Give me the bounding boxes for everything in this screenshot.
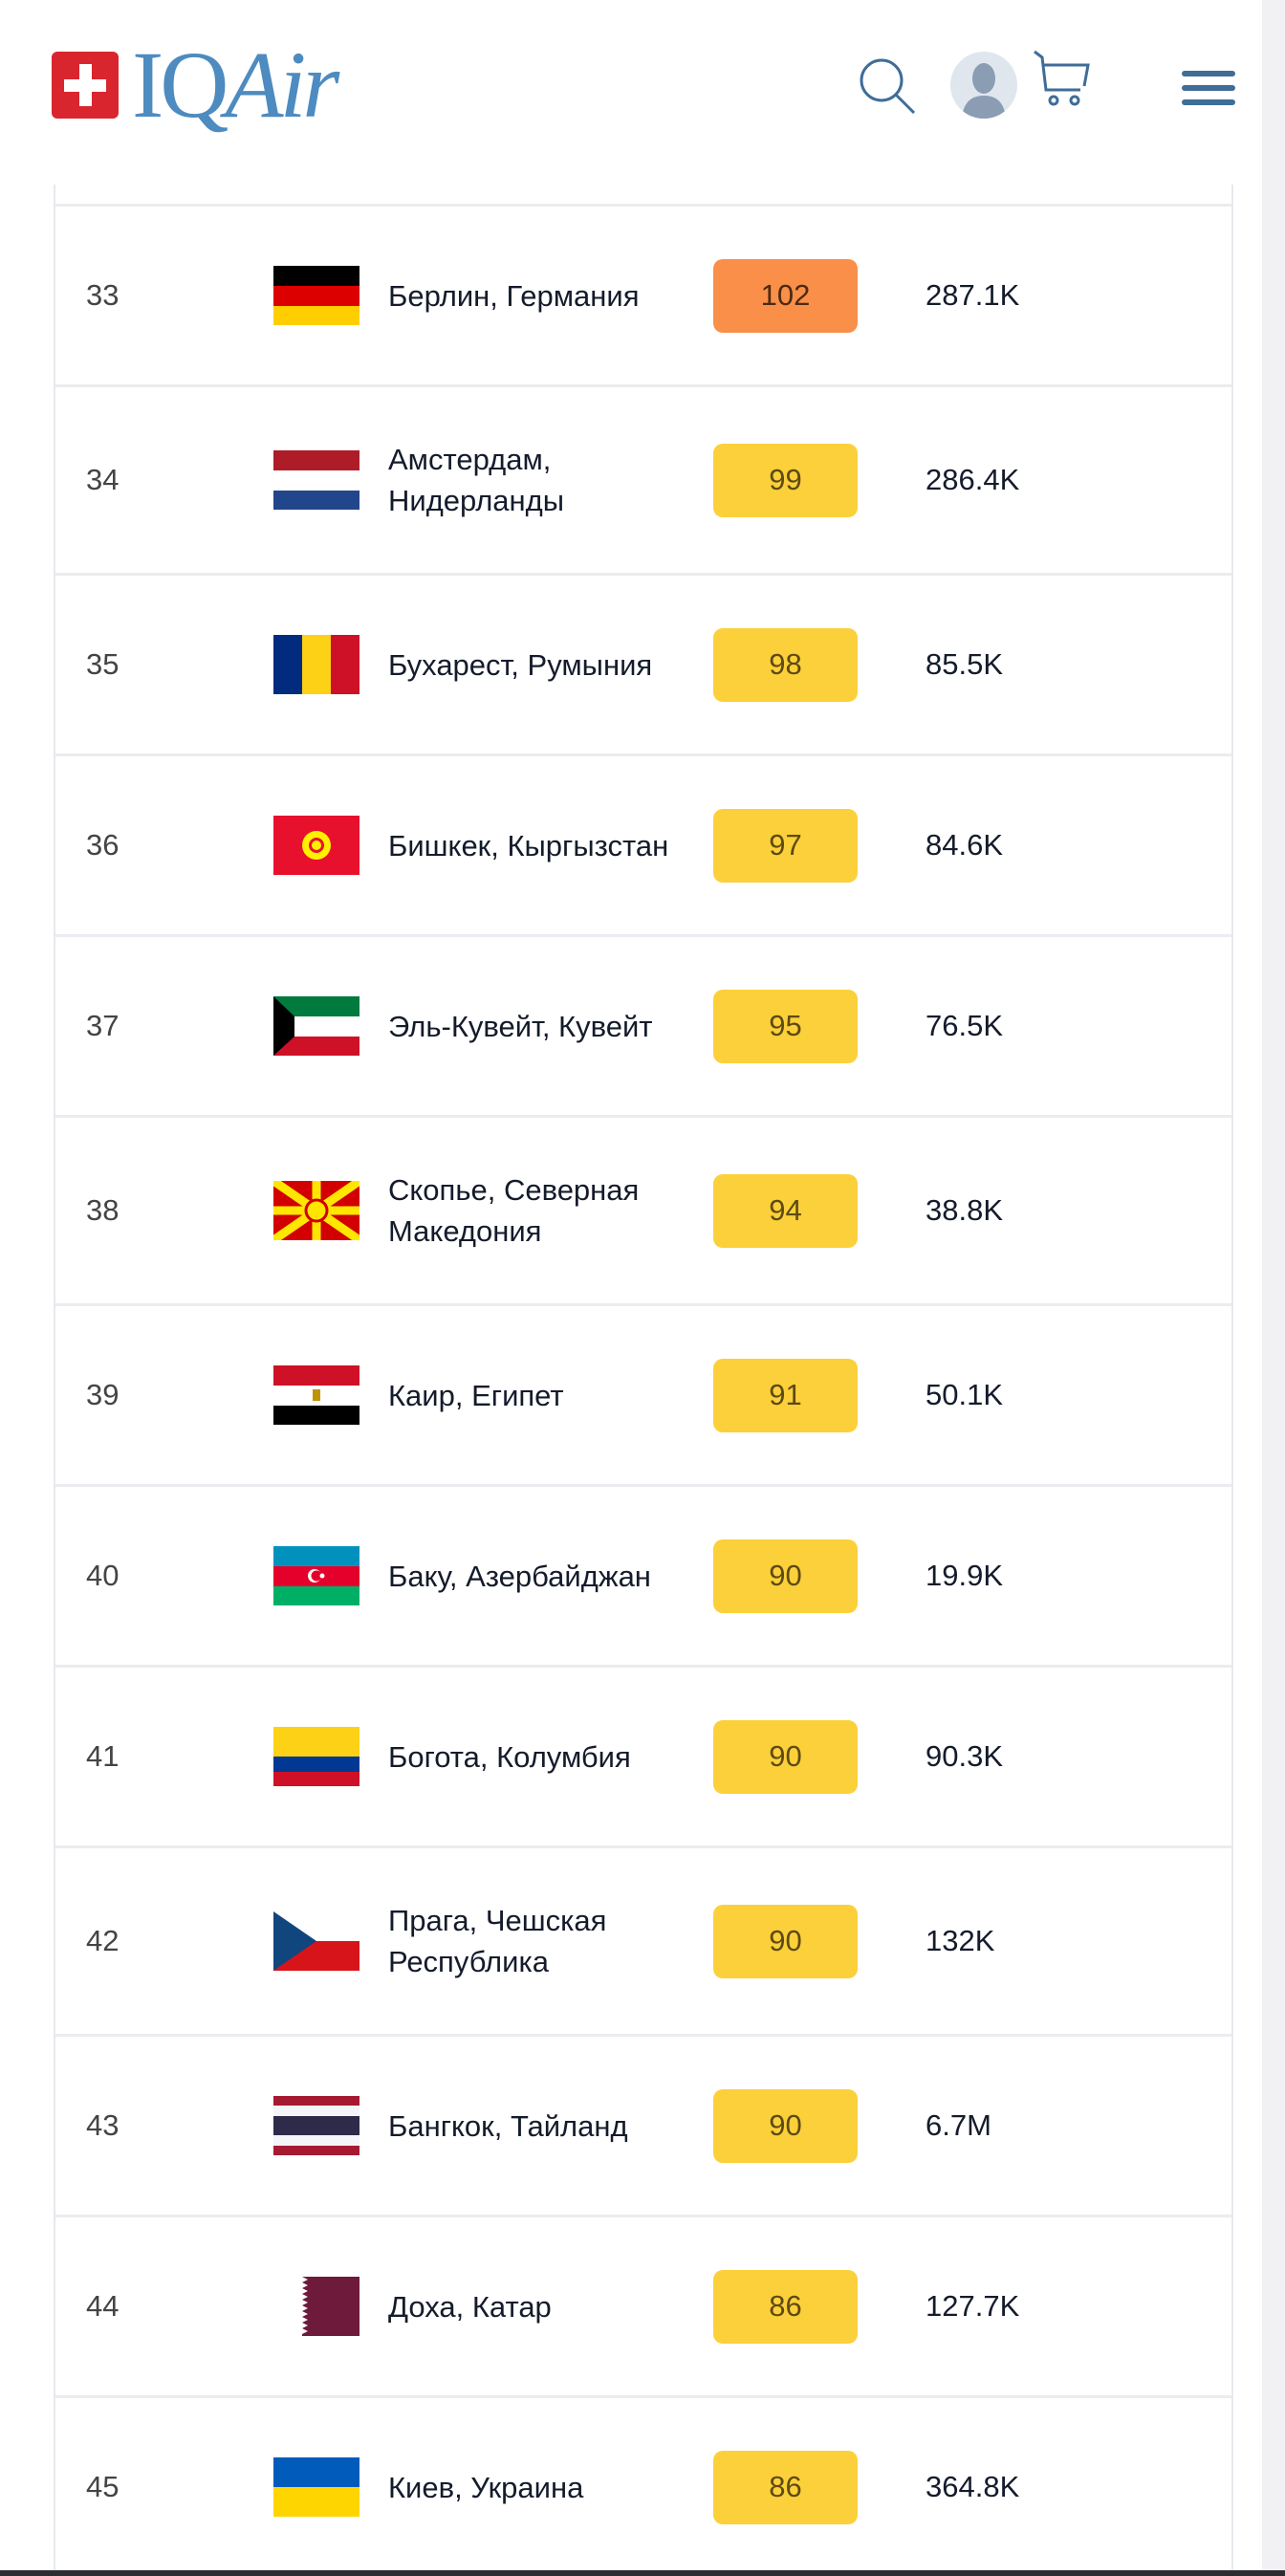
kuwait-flag-icon [273, 996, 359, 1056]
city-name-link[interactable]: Богота, Колумбия [388, 1739, 631, 1774]
rank: 40 [86, 1559, 120, 1592]
site-header: IQAir [0, 0, 1262, 182]
table-row[interactable]: 36 Бишкек, Кыргызстан 97 84.6K [55, 753, 1231, 934]
table-row-partial [55, 185, 1231, 204]
rank: 44 [86, 2289, 120, 2323]
netherlands-flag-icon [273, 450, 359, 510]
followers-count: 127.7K [926, 2289, 1020, 2323]
rank: 36 [86, 828, 120, 862]
egypt-flag-icon [273, 1365, 359, 1425]
aqi-badge: 102 [713, 258, 858, 333]
rank: 33 [86, 278, 120, 312]
table-row[interactable]: 43 Бангкок, Тайланд 90 6.7M [55, 2034, 1231, 2215]
system-bottom-bar [0, 2570, 1285, 2576]
aqi-badge: 95 [713, 989, 858, 1063]
aqi-badge: 90 [713, 2088, 858, 2163]
table-row[interactable]: 45 Киев, Украина 86 364.8K [55, 2395, 1231, 2576]
aqi-badge: 97 [713, 808, 858, 883]
table-row[interactable]: 35 Бухарест, Румыния 98 85.5K [55, 573, 1231, 753]
city-name-link[interactable]: Скопье, Северная Македония [388, 1173, 640, 1248]
table-row[interactable]: 33 Берлин, Германия 102 287.1K [55, 204, 1231, 384]
city-name-link[interactable]: Баку, Азербайджан [388, 1559, 651, 1593]
city-name-link[interactable]: Бухарест, Румыния [388, 647, 653, 682]
city-name-link[interactable]: Доха, Катар [388, 2289, 552, 2324]
table-row[interactable]: 38 Скопье, Северная Македония 94 38.8K [55, 1115, 1231, 1303]
city-name-link[interactable]: Амстердам, Нидерланды [388, 443, 565, 517]
hamburger-menu-icon[interactable] [1182, 69, 1235, 112]
rank: 39 [86, 1378, 120, 1411]
thailand-flag-icon [273, 2096, 359, 2155]
czech-republic-flag-icon [273, 1911, 359, 1971]
romania-flag-icon [273, 635, 359, 694]
rank: 37 [86, 1009, 120, 1042]
followers-count: 76.5K [926, 1009, 1004, 1042]
followers-count: 50.1K [926, 1378, 1004, 1411]
swiss-cross-icon [52, 52, 119, 119]
azerbaijan-flag-icon [273, 1546, 359, 1605]
followers-count: 84.6K [926, 828, 1004, 862]
aqi-badge: 90 [713, 1904, 858, 1978]
logo-text: IQAir [132, 32, 339, 138]
search-icon[interactable] [857, 55, 918, 121]
table-row[interactable]: 40 Баку, Азербайджан 90 19.9K [55, 1484, 1231, 1665]
aqi-badge: 91 [713, 1358, 858, 1432]
city-name-link[interactable]: Каир, Египет [388, 1378, 564, 1412]
qatar-flag-icon [273, 2277, 359, 2336]
rank: 38 [86, 1193, 120, 1227]
city-name-link[interactable]: Бангкок, Тайланд [388, 2108, 628, 2143]
ukraine-flag-icon [273, 2457, 359, 2517]
table-row[interactable]: 44 Доха, Катар 86 127.7K [55, 2215, 1231, 2395]
table-row[interactable]: 41 Богота, Колумбия 90 90.3K [55, 1665, 1231, 1845]
aqi-badge: 99 [713, 443, 858, 517]
city-ranking-table: 33 Берлин, Германия 102 287.1K 34 Амстердам, … [54, 185, 1233, 2576]
rank: 45 [86, 2470, 120, 2503]
city-name-link[interactable]: Киев, Украина [388, 2470, 584, 2504]
table-row[interactable]: 34 Амстердам, Нидерланды 99 286.4K [55, 384, 1231, 573]
avatar-icon[interactable] [950, 52, 1017, 119]
followers-count: 132K [926, 1924, 995, 1957]
aqi-badge: 90 [713, 1719, 858, 1794]
iqair-logo[interactable]: IQAir [52, 32, 339, 138]
rank: 35 [86, 647, 120, 681]
city-name-link[interactable]: Прага, Чешская Республика [388, 1904, 607, 1978]
table-row[interactable]: 37 Эль-Кувейт, Кувейт 95 76.5K [55, 934, 1231, 1115]
rank: 34 [86, 463, 120, 496]
followers-count: 6.7M [926, 2108, 991, 2142]
rank: 41 [86, 1739, 120, 1773]
aqi-badge: 90 [713, 1539, 858, 1613]
rank: 42 [86, 1924, 120, 1957]
city-name-link[interactable]: Бишкек, Кыргызстан [388, 828, 669, 862]
rank: 43 [86, 2108, 120, 2142]
cart-icon[interactable] [1031, 48, 1092, 114]
aqi-badge: 86 [713, 2269, 858, 2344]
followers-count: 38.8K [926, 1193, 1004, 1227]
city-name-link[interactable]: Эль-Кувейт, Кувейт [388, 1009, 653, 1043]
aqi-badge: 98 [713, 627, 858, 702]
page-scrollbar[interactable] [1262, 0, 1285, 2576]
followers-count: 90.3K [926, 1739, 1004, 1773]
followers-count: 286.4K [926, 463, 1020, 496]
aqi-badge: 94 [713, 1173, 858, 1248]
colombia-flag-icon [273, 1727, 359, 1786]
germany-flag-icon [273, 266, 359, 325]
kyrgyzstan-flag-icon [273, 816, 359, 875]
table-row[interactable]: 39 Каир, Египет 91 50.1K [55, 1303, 1231, 1484]
followers-count: 287.1K [926, 278, 1020, 312]
table-row[interactable]: 42 Прага, Чешская Республика 90 132K [55, 1845, 1231, 2034]
followers-count: 19.9K [926, 1559, 1004, 1592]
city-name-link[interactable]: Берлин, Германия [388, 278, 640, 313]
followers-count: 364.8K [926, 2470, 1020, 2503]
north-macedonia-flag-icon [273, 1181, 359, 1240]
followers-count: 85.5K [926, 647, 1004, 681]
aqi-badge: 86 [713, 2450, 858, 2524]
